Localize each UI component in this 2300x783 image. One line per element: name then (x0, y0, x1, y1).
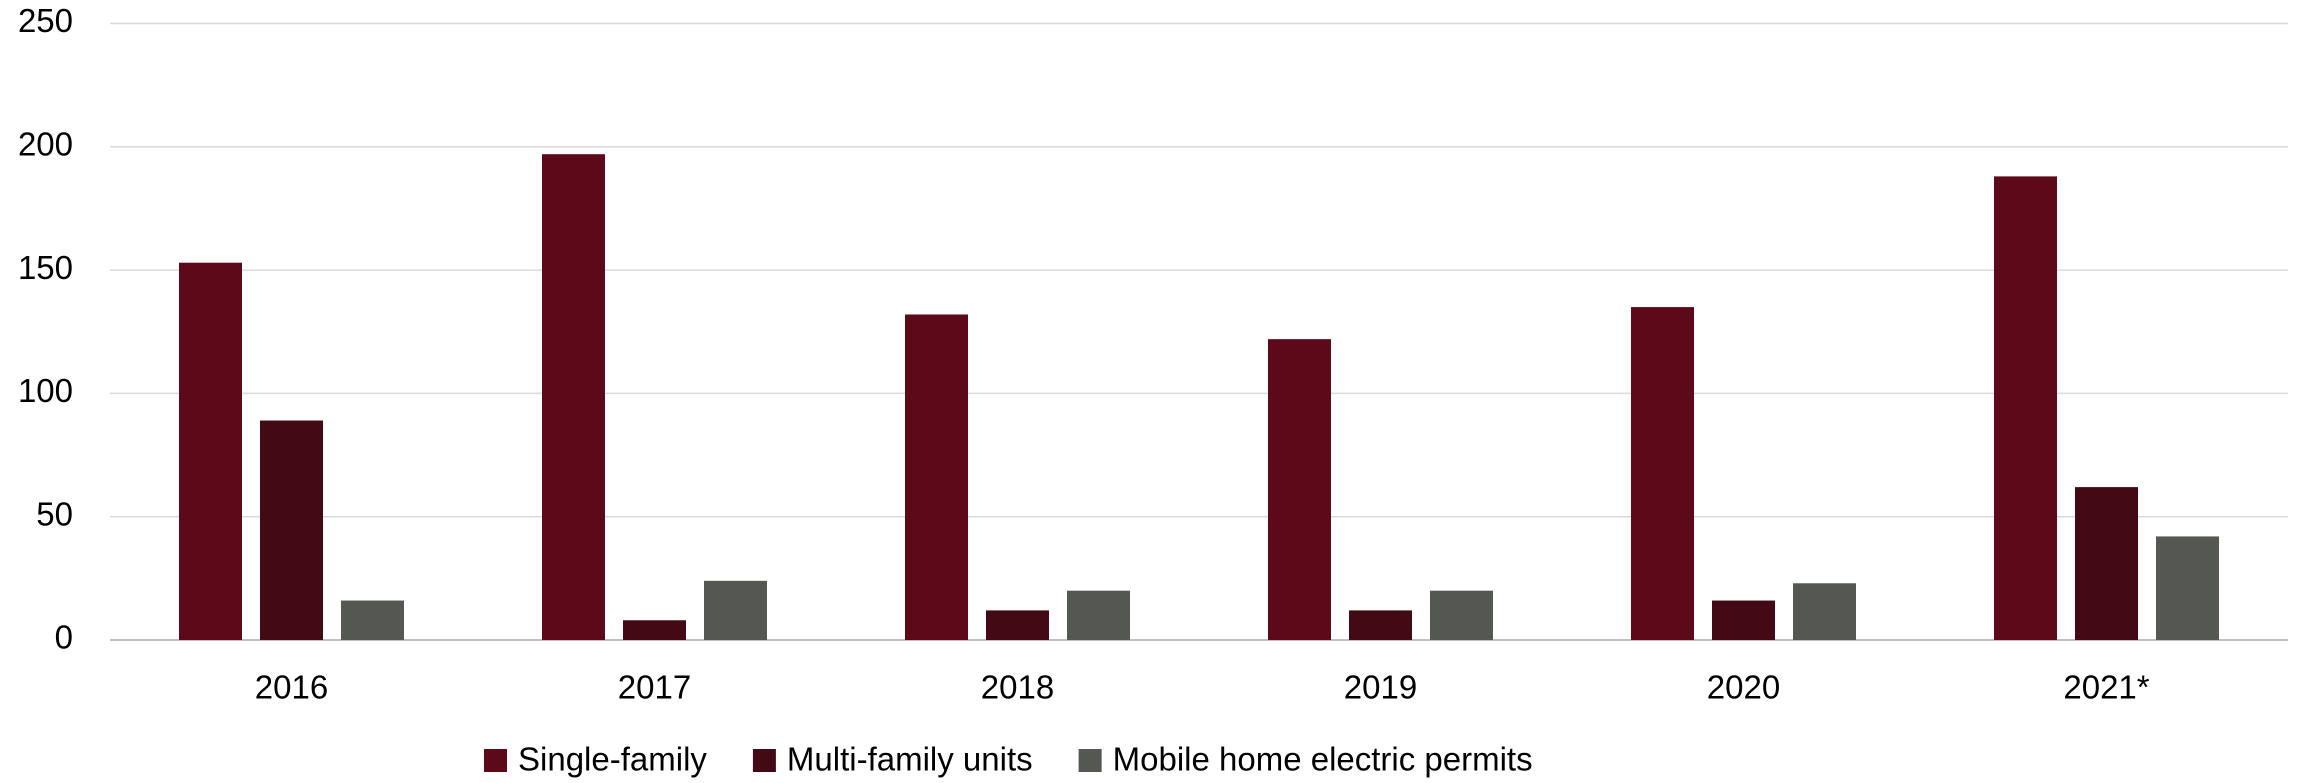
bar (1793, 583, 1856, 640)
y-tick-label: 100 (18, 372, 73, 409)
bar (1067, 590, 1130, 640)
bar (2156, 536, 2219, 640)
y-tick-label: 250 (18, 2, 73, 39)
x-tick-label: 2021* (2063, 669, 2149, 706)
x-tick-label: 2019 (1344, 669, 1417, 706)
y-tick-label: 150 (18, 249, 73, 286)
x-tick-label: 2018 (981, 669, 1054, 706)
bar (1994, 176, 2057, 640)
bar (1712, 600, 1775, 640)
bar (260, 420, 323, 640)
legend-swatch (484, 749, 507, 772)
bar (2075, 487, 2138, 640)
bar (905, 314, 968, 640)
y-tick-label: 50 (36, 495, 73, 532)
legend-label: Single-family (518, 741, 707, 778)
bar (179, 262, 242, 640)
bar (1268, 339, 1331, 640)
bar (704, 580, 767, 640)
y-tick-label: 200 (18, 126, 73, 163)
legend-label: Multi-family units (787, 741, 1033, 778)
bar (1349, 610, 1412, 640)
legend-swatch (752, 749, 776, 772)
x-tick-label: 2016 (255, 669, 328, 706)
y-tick-label: 0 (55, 619, 73, 656)
bar (623, 620, 686, 640)
bar (1430, 590, 1493, 640)
x-tick-label: 2020 (1707, 669, 1780, 706)
x-tick-label: 2017 (618, 669, 691, 706)
bar (341, 600, 404, 640)
legend-label: Mobile home electric permits (1113, 741, 1533, 778)
bar (986, 610, 1049, 640)
bar (1631, 307, 1694, 640)
bar (542, 154, 605, 640)
legend-swatch (1078, 749, 1102, 772)
